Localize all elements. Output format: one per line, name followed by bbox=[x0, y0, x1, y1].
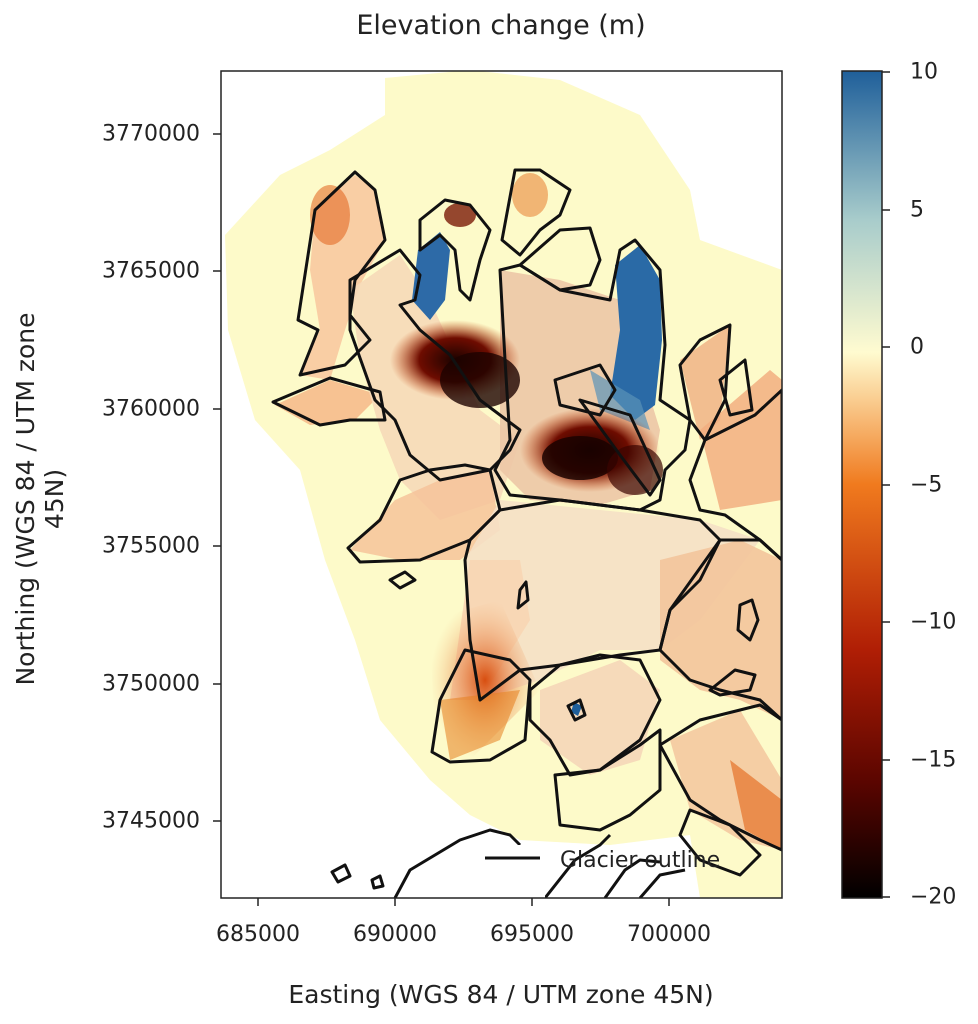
x-tick-label: 690000 bbox=[353, 922, 437, 947]
colorbar-tick-label: −20 bbox=[910, 884, 957, 910]
y-tick-label: 3770000 bbox=[102, 121, 200, 147]
legend-glacier-label: Glacier outline bbox=[560, 848, 720, 873]
x-axis-label: Easting (WGS 84 / UTM zone 45N) bbox=[288, 980, 714, 1009]
y-tick-label: 3765000 bbox=[102, 258, 200, 284]
colorbar-tick-label: 0 bbox=[910, 334, 924, 360]
plot-frame bbox=[220, 70, 783, 899]
y-tick-label: 3760000 bbox=[102, 396, 200, 422]
x-tick-label: 700000 bbox=[627, 922, 711, 947]
colorbar-tick-label: 10 bbox=[910, 59, 938, 85]
colorbar bbox=[841, 70, 883, 899]
y-tick-label: 3750000 bbox=[102, 671, 200, 697]
y-tick-label: 3755000 bbox=[102, 533, 200, 559]
axis-ticks bbox=[213, 133, 670, 906]
glacier-outlines bbox=[271, 168, 782, 898]
chart-title: Elevation change (m) bbox=[356, 10, 646, 41]
y-tick-label: 3745000 bbox=[102, 808, 200, 834]
x-tick-label: 695000 bbox=[490, 922, 574, 947]
x-tick-label: 685000 bbox=[216, 922, 300, 947]
y-axis-label: Northing (WGS 84 / UTM zone 45N) bbox=[11, 312, 69, 686]
colorbar-tick-label: −5 bbox=[910, 472, 943, 498]
colorbar-ticks bbox=[882, 71, 890, 898]
colorbar-tick-label: −10 bbox=[910, 609, 957, 635]
colorbar-tick-label: 5 bbox=[910, 197, 924, 223]
colorbar-tick-label: −15 bbox=[910, 747, 957, 773]
